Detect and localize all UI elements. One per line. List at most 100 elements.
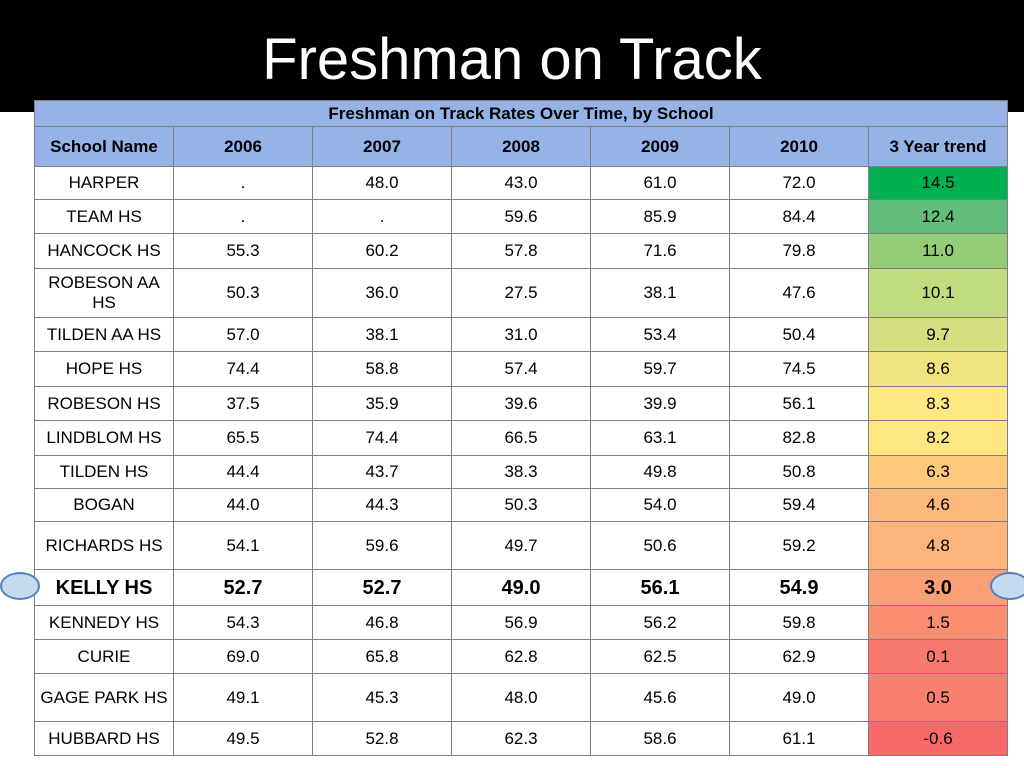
cell-2009: 61.0	[590, 166, 730, 200]
cell-2010: 74.5	[729, 351, 869, 387]
cell-school-name: ROBESON HS	[34, 386, 174, 421]
cell-2006: 57.0	[173, 317, 313, 352]
cell-2010: 56.1	[729, 386, 869, 421]
cell-2006: 65.5	[173, 420, 313, 456]
cell-2009: 38.1	[590, 268, 730, 318]
right-oval-marker	[990, 572, 1024, 600]
cell-2008: 50.3	[451, 488, 591, 522]
header-3-year-trend: 3 Year trend	[867, 126, 1009, 167]
cell-2007: 52.7	[312, 569, 452, 606]
cell-2007: 52.8	[312, 721, 452, 756]
table-row: HUBBARD HS 49.5 52.8 62.3 58.6 61.1 -0.6	[34, 721, 1009, 756]
table-row: KENNEDY HS 54.3 46.8 56.9 56.2 59.8 1.5	[34, 605, 1009, 640]
cell-2010: 47.6	[729, 268, 869, 318]
cell-2008: 49.7	[451, 521, 591, 570]
cell-2006: 50.3	[173, 268, 313, 318]
cell-school-name: CURIE	[34, 639, 174, 674]
slide-title: Freshman on Track	[262, 27, 762, 92]
cell-2010: 50.8	[729, 455, 869, 489]
cell-2008: 57.8	[451, 233, 591, 269]
left-oval-marker	[0, 572, 40, 600]
cell-2007: 36.0	[312, 268, 452, 318]
table-row: CURIE 69.0 65.8 62.8 62.5 62.9 0.1	[34, 639, 1009, 674]
table-row: LINDBLOM HS 65.5 74.4 66.5 63.1 82.8 8.2	[34, 420, 1009, 456]
cell-2010: 59.2	[729, 521, 869, 570]
cell-3-year-trend: 11.0	[867, 233, 1009, 269]
cell-2010: 84.4	[729, 199, 869, 234]
cell-3-year-trend: -0.6	[867, 721, 1009, 756]
cell-school-name: HARPER	[34, 166, 174, 200]
cell-3-year-trend: 9.7	[867, 317, 1009, 352]
cell-2009: 45.6	[590, 673, 730, 722]
table-row: TILDEN AA HS 57.0 38.1 31.0 53.4 50.4 9.7	[34, 317, 1009, 352]
cell-2008: 62.3	[451, 721, 591, 756]
table-row: GAGE PARK HS 49.1 45.3 48.0 45.6 49.0 0.5	[34, 673, 1009, 722]
cell-3-year-trend: 1.5	[867, 605, 1009, 640]
cell-school-name: ROBESON AA HS	[34, 268, 174, 318]
cell-school-name: KELLY HS	[34, 569, 174, 606]
cell-2006: 37.5	[173, 386, 313, 421]
cell-2010: 79.8	[729, 233, 869, 269]
cell-2006: .	[173, 199, 313, 234]
cell-3-year-trend: 4.6	[867, 488, 1009, 522]
table-caption: Freshman on Track Rates Over Time, by Sc…	[33, 100, 1009, 127]
cell-2006: 44.0	[173, 488, 313, 522]
cell-2007: 60.2	[312, 233, 452, 269]
cell-2006: 49.1	[173, 673, 313, 722]
cell-2008: 56.9	[451, 605, 591, 640]
cell-2009: 56.1	[590, 569, 730, 606]
cell-2007: 48.0	[312, 166, 452, 200]
cell-2009: 49.8	[590, 455, 730, 489]
cell-2006: 52.7	[173, 569, 313, 606]
table-body: HARPER. 48.0 43.0 61.0 72.0 14.5 TEAM HS.. 59.6…	[34, 166, 1009, 756]
cell-2007: .	[312, 199, 452, 234]
header-school-name: School Name	[34, 126, 174, 167]
cell-3-year-trend: 0.1	[867, 639, 1009, 674]
cell-3-year-trend: 12.4	[867, 199, 1009, 234]
cell-2006: 55.3	[173, 233, 313, 269]
cell-2008: 38.3	[451, 455, 591, 489]
cell-2006: 74.4	[173, 351, 313, 387]
cell-school-name: BOGAN	[34, 488, 174, 522]
cell-2006: 49.5	[173, 721, 313, 756]
cell-2008: 66.5	[451, 420, 591, 456]
cell-2010: 49.0	[729, 673, 869, 722]
cell-school-name: RICHARDS HS	[34, 521, 174, 570]
cell-2010: 61.1	[729, 721, 869, 756]
cell-school-name: TILDEN HS	[34, 455, 174, 489]
cell-school-name: LINDBLOM HS	[34, 420, 174, 456]
table-row: HANCOCK HS 55.3 60.2 57.8 71.6 79.8 11.0	[34, 233, 1009, 269]
cell-2007: 45.3	[312, 673, 452, 722]
table-row: ROBESON AA HS 50.3 36.0 27.5 38.1 47.6 10.1	[34, 268, 1009, 318]
cell-2009: 54.0	[590, 488, 730, 522]
table-header-row: School Name 2006 2007 2008 2009 2010 3 Y…	[34, 126, 1009, 167]
cell-school-name: TEAM HS	[34, 199, 174, 234]
cell-school-name: HUBBARD HS	[34, 721, 174, 756]
cell-2009: 62.5	[590, 639, 730, 674]
header-2010: 2010	[729, 126, 869, 167]
cell-2006: 69.0	[173, 639, 313, 674]
cell-2006: .	[173, 166, 313, 200]
cell-2009: 50.6	[590, 521, 730, 570]
cell-3-year-trend: 8.3	[867, 386, 1009, 421]
cell-school-name: GAGE PARK HS	[34, 673, 174, 722]
cell-2010: 54.9	[729, 569, 869, 606]
cell-2009: 58.6	[590, 721, 730, 756]
cell-2009: 63.1	[590, 420, 730, 456]
cell-2010: 59.8	[729, 605, 869, 640]
cell-2010: 59.4	[729, 488, 869, 522]
cell-2009: 59.7	[590, 351, 730, 387]
cell-2007: 59.6	[312, 521, 452, 570]
cell-2008: 49.0	[451, 569, 591, 606]
cell-2008: 31.0	[451, 317, 591, 352]
cell-2009: 85.9	[590, 199, 730, 234]
cell-2008: 59.6	[451, 199, 591, 234]
cell-school-name: KENNEDY HS	[34, 605, 174, 640]
table-row: KELLY HS 52.7 52.7 49.0 56.1 54.9 3.0	[34, 569, 1009, 606]
cell-2010: 82.8	[729, 420, 869, 456]
table-row: TILDEN HS 44.4 43.7 38.3 49.8 50.8 6.3	[34, 455, 1009, 489]
cell-2010: 62.9	[729, 639, 869, 674]
cell-school-name: HOPE HS	[34, 351, 174, 387]
cell-2010: 72.0	[729, 166, 869, 200]
cell-2010: 50.4	[729, 317, 869, 352]
